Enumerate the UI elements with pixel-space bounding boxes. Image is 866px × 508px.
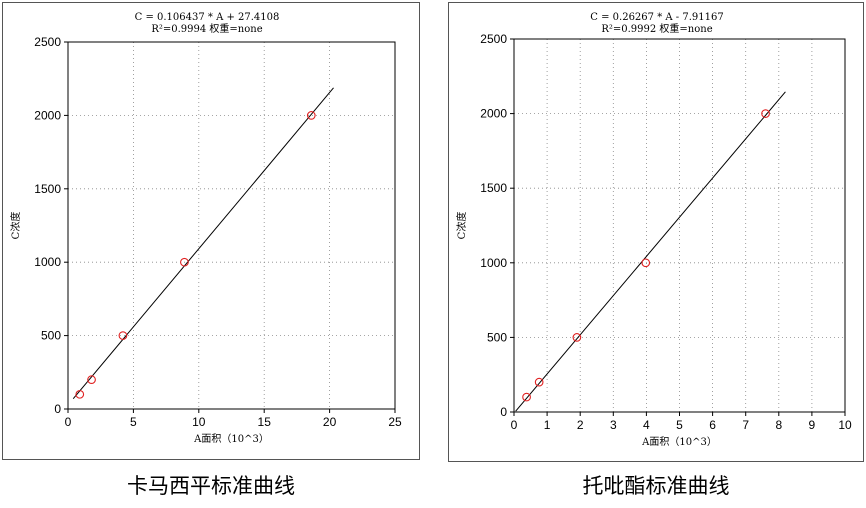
x-tick-label: 10 bbox=[192, 415, 206, 429]
x-tick-label: 2 bbox=[577, 418, 584, 432]
y-tick-label: 500 bbox=[487, 330, 507, 344]
data-point bbox=[75, 389, 85, 399]
x-tick-label: 8 bbox=[775, 418, 782, 432]
plot-frame bbox=[67, 41, 396, 410]
x-tick-label: 25 bbox=[388, 415, 402, 429]
data-point bbox=[118, 331, 128, 340]
plot-frame bbox=[513, 38, 846, 413]
data-point bbox=[306, 111, 316, 120]
x-tick-label: 5 bbox=[130, 415, 137, 429]
x-tick-label: 6 bbox=[709, 418, 716, 432]
x-tick-label: 0 bbox=[65, 415, 72, 429]
regression-line bbox=[72, 87, 334, 400]
y-tick-label: 1000 bbox=[480, 256, 507, 270]
x-tick-label: 9 bbox=[809, 418, 816, 432]
data-point bbox=[641, 258, 651, 268]
caption-topiramate: 托吡酯标准曲线 bbox=[582, 474, 730, 498]
data-point bbox=[761, 109, 770, 118]
regression-equation: C = 0.26267 * A - 7.91167 bbox=[590, 12, 723, 23]
chart-panel-carbamazepine: C = 0.106437 * A + 27.4108 R²=0.9994 权重=n… bbox=[2, 2, 420, 460]
chart-panel-topiramate: C = 0.26267 * A - 7.91167 R²=0.9992 权重=no… bbox=[448, 2, 864, 462]
data-point bbox=[534, 377, 544, 387]
regression-line bbox=[515, 91, 786, 412]
y-tick-label: 1000 bbox=[34, 255, 61, 269]
x-tick-label: 7 bbox=[742, 418, 749, 432]
y-tick-label: 0 bbox=[500, 405, 507, 419]
x-axis-label: A面积（10^3） bbox=[641, 436, 717, 448]
x-tick-label: 5 bbox=[676, 418, 683, 432]
y-tick-label: 2500 bbox=[34, 35, 61, 49]
r-squared-weight: R²=0.9992 权重=none bbox=[601, 22, 712, 35]
y-tick-label: 2500 bbox=[480, 32, 507, 46]
x-tick-label: 10 bbox=[838, 418, 852, 432]
y-tick-label: 2000 bbox=[34, 108, 61, 122]
regression-equation: C = 0.106437 * A + 27.4108 bbox=[135, 12, 280, 23]
data-point bbox=[87, 375, 96, 384]
r-squared-weight: R²=0.9994 权重=none bbox=[151, 22, 262, 35]
data-point bbox=[180, 257, 189, 267]
y-tick-label: 0 bbox=[54, 402, 61, 416]
data-point bbox=[572, 333, 582, 342]
y-axis-label: C浓度 bbox=[9, 212, 22, 240]
x-tick-label: 20 bbox=[323, 415, 337, 429]
x-tick-label: 4 bbox=[643, 418, 650, 432]
caption-carbamazepine: 卡马西平标准曲线 bbox=[127, 474, 295, 498]
x-tick-label: 15 bbox=[258, 415, 272, 429]
data-point bbox=[522, 392, 531, 402]
x-tick-label: 3 bbox=[610, 418, 617, 432]
y-tick-label: 500 bbox=[41, 329, 61, 343]
x-axis-label: A面积（10^3） bbox=[193, 433, 269, 445]
y-tick-label: 1500 bbox=[480, 181, 507, 195]
y-tick-label: 1500 bbox=[34, 182, 61, 196]
y-axis-label: C浓度 bbox=[455, 212, 468, 240]
x-tick-label: 1 bbox=[544, 418, 551, 432]
y-tick-label: 2000 bbox=[480, 107, 507, 121]
x-tick-label: 0 bbox=[511, 418, 518, 432]
